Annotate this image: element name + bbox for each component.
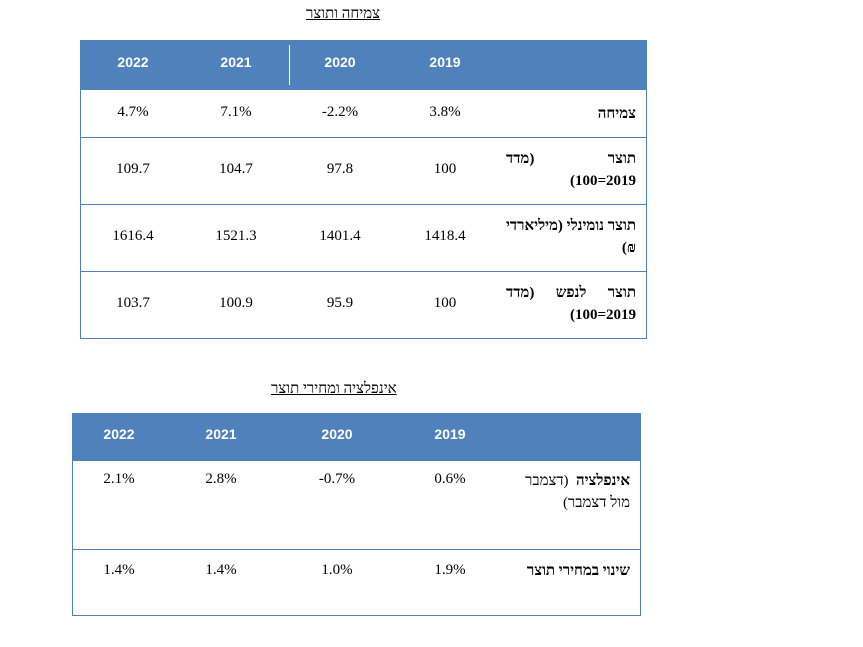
row-label: אינפלציה (דצמבר מול דצמבר) xyxy=(525,470,630,514)
value-2020: -0.7% xyxy=(318,471,356,487)
value-2020: -2.2% xyxy=(321,104,359,120)
table-row: 109.7 104.7 97.8 100 תוצר (מדד 2019=100) xyxy=(81,137,646,205)
header-divider xyxy=(289,45,290,85)
inflation-prices-table: 2022 2021 2020 2019 2.1% 2.8% -0.7% 0.6%… xyxy=(72,413,641,616)
header-2022: 2022 xyxy=(103,426,135,442)
header-2020: 2020 xyxy=(324,54,356,70)
value-2020: 1401.4 xyxy=(319,228,361,244)
header-2019: 2019 xyxy=(429,54,461,70)
table-row: 1616.4 1521.3 1401.4 1418.4 תוצר נומינלי… xyxy=(81,204,646,272)
value-2021: 2.8% xyxy=(205,471,237,487)
value-2022: 1.4% xyxy=(103,562,135,578)
table-header-row: 2022 2021 2020 2019 xyxy=(81,41,646,89)
value-2019: 100 xyxy=(433,295,457,311)
table-row: 1.4% 1.4% 1.0% 1.9% שינוי במחירי תוצר xyxy=(73,549,640,616)
row-label: תוצר לנפש (מדד 2019=100) xyxy=(506,285,636,323)
table-row: 103.7 100.9 95.9 100 תוצר לנפש (מדד 2019… xyxy=(81,271,646,339)
row-label: שינוי במחירי תוצר xyxy=(526,563,630,579)
value-2019: 100 xyxy=(433,161,457,177)
value-2019: 3.8% xyxy=(429,104,461,120)
table1-title: צמיחה ותוצר xyxy=(306,6,380,22)
value-2022: 1616.4 xyxy=(112,228,154,244)
header-2022: 2022 xyxy=(117,54,149,70)
row-label: תוצר (מדד 2019=100) xyxy=(506,151,636,189)
value-2021: 100.9 xyxy=(219,295,253,311)
value-2019: 1418.4 xyxy=(424,228,466,244)
row-label-note: (דצמבר מול דצמבר) xyxy=(525,473,630,511)
value-2022: 2.1% xyxy=(103,471,135,487)
row-label: תוצר נומינלי (מיליארדי ₪) xyxy=(506,218,636,256)
value-2019: 1.9% xyxy=(434,562,466,578)
value-2021: 1.4% xyxy=(205,562,237,578)
value-2020: 97.8 xyxy=(326,161,354,177)
value-2020: 1.0% xyxy=(321,562,353,578)
value-2021: 104.7 xyxy=(219,161,253,177)
value-2022: 109.7 xyxy=(116,161,150,177)
row-label-bold: אינפלציה xyxy=(575,473,630,489)
header-2021: 2021 xyxy=(205,426,237,442)
table2-title: אינפלציה ומחירי תוצר xyxy=(271,381,397,397)
row-label: צמיחה xyxy=(597,106,636,122)
value-2020: 95.9 xyxy=(326,295,354,311)
table-header-row: 2022 2021 2020 2019 xyxy=(73,414,640,460)
header-2019: 2019 xyxy=(434,426,466,442)
value-2021: 1521.3 xyxy=(215,228,257,244)
value-2022: 4.7% xyxy=(117,104,149,120)
table-row: 2.1% 2.8% -0.7% 0.6% אינפלציה (דצמבר מול… xyxy=(73,460,640,550)
value-2022: 103.7 xyxy=(116,295,150,311)
value-2019: 0.6% xyxy=(434,471,466,487)
table-row: 4.7% 7.1% -2.2% 3.8% צמיחה xyxy=(81,89,646,138)
header-2021: 2021 xyxy=(220,54,252,70)
growth-output-table: 2022 2021 2020 2019 4.7% 7.1% -2.2% 3.8%… xyxy=(80,40,647,339)
header-2020: 2020 xyxy=(321,426,353,442)
value-2021: 7.1% xyxy=(220,104,252,120)
